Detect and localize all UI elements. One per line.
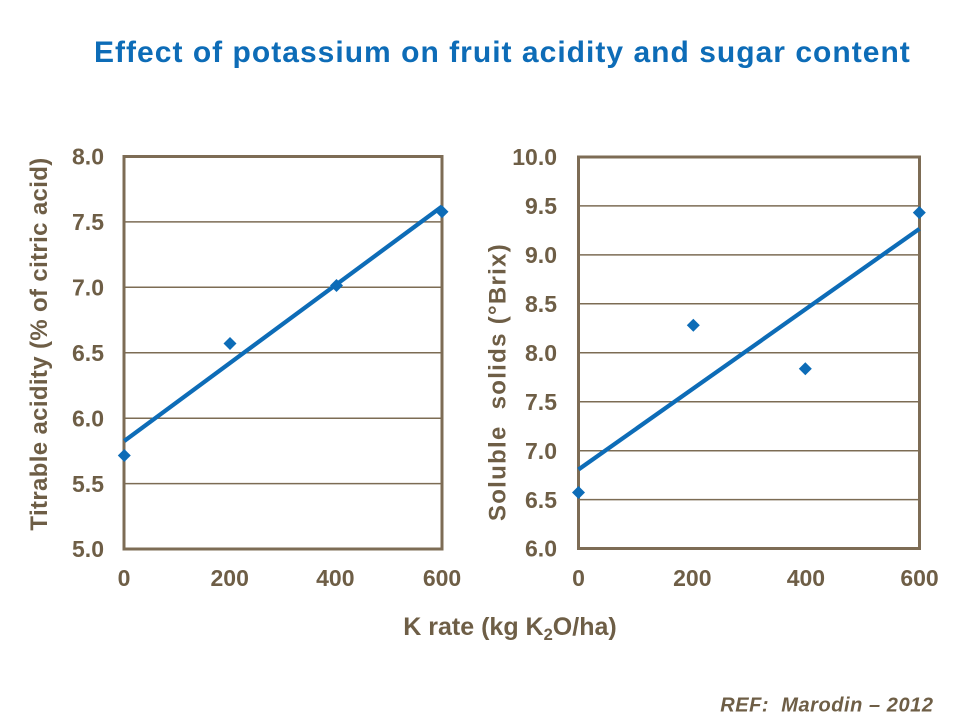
svg-text:400: 400 (787, 565, 825, 591)
svg-text:7.5: 7.5 (525, 389, 557, 415)
svg-text:8.0: 8.0 (72, 144, 104, 170)
svg-text:6.5: 6.5 (72, 340, 104, 366)
svg-text:Titrable acidity (% of citric: Titrable acidity (% of citric acid) (26, 157, 53, 530)
svg-text:REF: Marodin – 2012: REF: Marodin – 2012 (720, 695, 933, 717)
svg-text:7.0: 7.0 (525, 438, 557, 464)
svg-text:600: 600 (900, 565, 938, 591)
svg-text:0: 0 (118, 565, 131, 591)
svg-text:7.5: 7.5 (72, 209, 104, 235)
svg-text:9.5: 9.5 (525, 193, 557, 219)
svg-text:10.0: 10.0 (512, 144, 557, 170)
svg-text:400: 400 (316, 565, 354, 591)
svg-text:6.5: 6.5 (525, 487, 557, 513)
svg-text:5.5: 5.5 (72, 471, 104, 497)
svg-text:7.0: 7.0 (72, 275, 104, 301)
svg-text:200: 200 (211, 565, 249, 591)
svg-text:8.5: 8.5 (525, 291, 557, 317)
svg-text:9.0: 9.0 (525, 242, 557, 268)
svg-text:200: 200 (673, 565, 711, 591)
svg-text:K rate (kg K2O/ha): K rate (kg K2O/ha) (403, 613, 616, 644)
svg-text:6.0: 6.0 (525, 536, 557, 562)
svg-text:5.0: 5.0 (72, 536, 104, 562)
svg-text:8.0: 8.0 (525, 340, 557, 366)
svg-text:6.0: 6.0 (72, 405, 104, 431)
svg-text:0: 0 (572, 565, 585, 591)
svg-text:600: 600 (423, 565, 461, 591)
svg-text:Soluble solids (°Brix): Soluble solids (°Brix) (485, 243, 512, 521)
